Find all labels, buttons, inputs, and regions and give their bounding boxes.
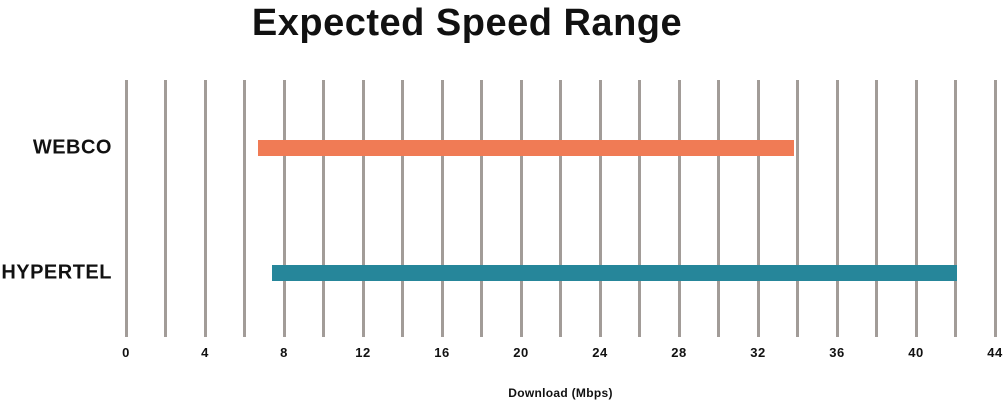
gridline: [796, 80, 799, 337]
x-tick-label: 8: [280, 345, 288, 360]
gridline: [993, 80, 997, 337]
x-tick-label: 32: [750, 345, 766, 360]
x-tick-label: 44: [987, 345, 1003, 360]
x-tick-label: 36: [829, 345, 845, 360]
gridline: [401, 80, 404, 337]
x-tick-label: 28: [671, 345, 687, 360]
x-tick-label: 16: [434, 345, 450, 360]
x-tick-label: 24: [592, 345, 608, 360]
gridline: [243, 80, 246, 337]
gridline: [203, 80, 207, 337]
x-tick-label: 20: [513, 345, 529, 360]
x-tick-label: 4: [201, 345, 209, 360]
gridline: [124, 80, 128, 337]
category-label-hypertel: HYPERTEL: [1, 261, 112, 284]
x-tick-label: 12: [355, 345, 371, 360]
gridline: [954, 80, 957, 337]
gridline: [756, 80, 760, 337]
range-bar-webco: [258, 140, 794, 156]
gridline: [519, 80, 523, 337]
chart-title: Expected Speed Range: [251, 2, 683, 44]
gridline: [717, 80, 720, 337]
gridline: [361, 80, 365, 337]
gridline: [677, 80, 681, 337]
gridline: [835, 80, 839, 337]
gridline: [875, 80, 878, 337]
gridline: [638, 80, 641, 337]
x-tick-label: 0: [122, 345, 130, 360]
gridline: [282, 80, 286, 337]
gridline: [598, 80, 602, 337]
category-label-webco: WEBCO: [32, 136, 112, 159]
x-axis-title: Download (Mbps): [508, 386, 613, 400]
gridline: [440, 80, 444, 337]
gridline: [559, 80, 562, 337]
x-tick-label: 40: [908, 345, 924, 360]
gridline: [480, 80, 483, 337]
range-bar-hypertel: [272, 265, 958, 281]
plot-area: [124, 80, 997, 337]
gridline: [164, 80, 167, 337]
gridline: [322, 80, 325, 337]
gridline: [914, 80, 918, 337]
